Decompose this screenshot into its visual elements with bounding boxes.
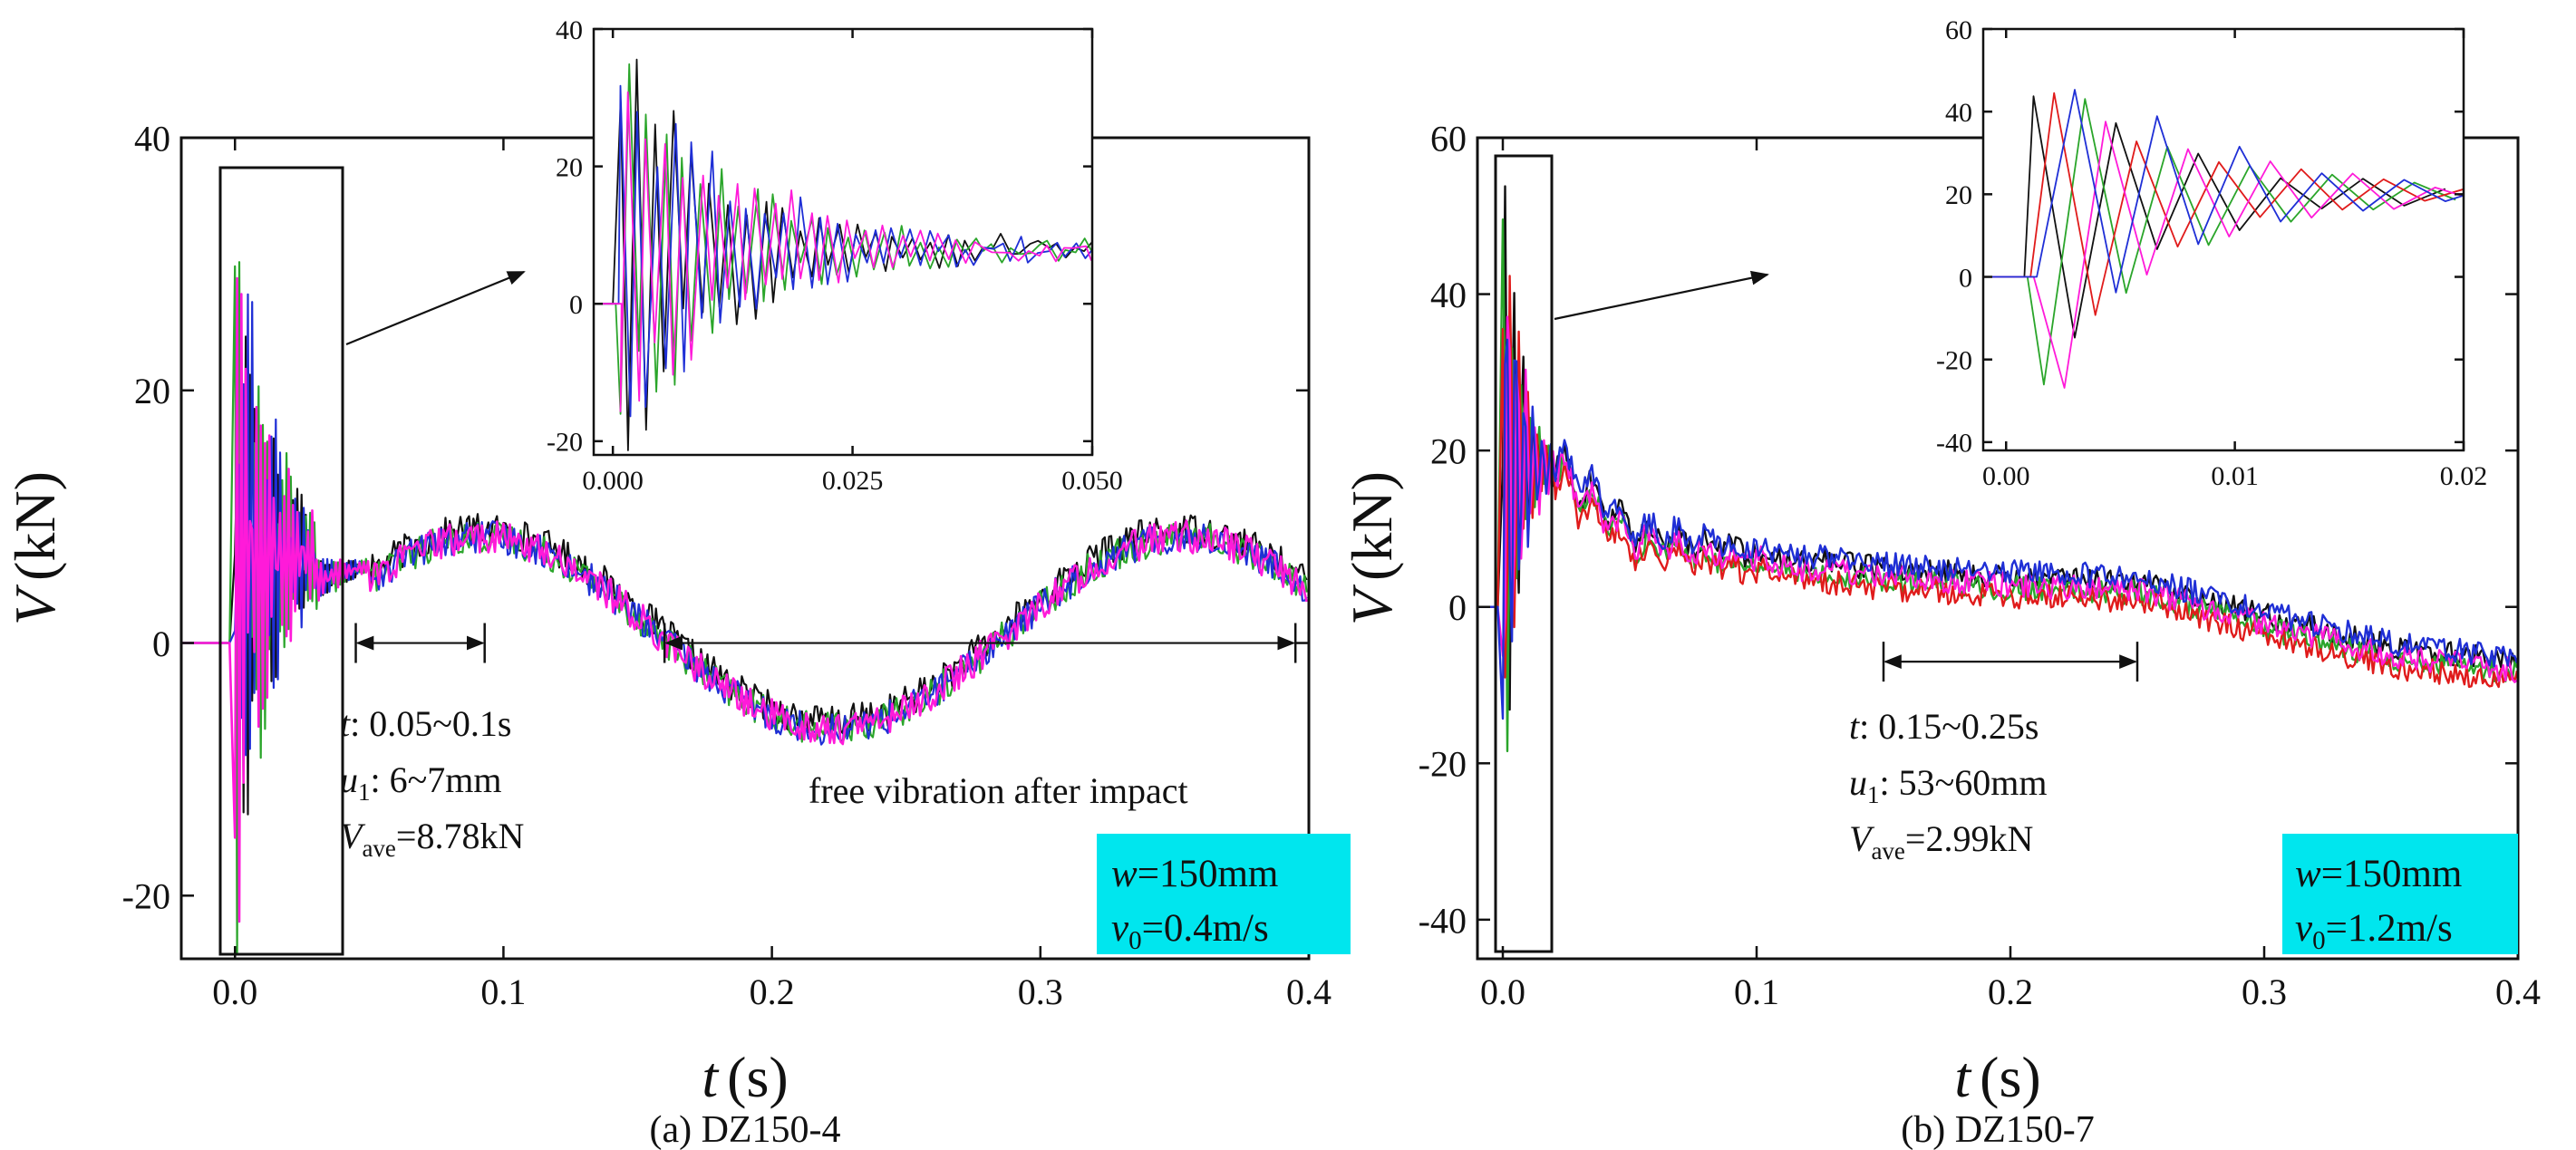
x-tick-label: 0.2 bbox=[750, 971, 795, 1012]
y-tick-label: -40 bbox=[1936, 429, 1972, 459]
panel-b-caption: (b) DZ150-7 bbox=[1901, 1109, 2094, 1150]
panel-b-inset-background bbox=[1983, 29, 2464, 450]
y-tick-label: 0 bbox=[569, 290, 583, 320]
trace-a-2 bbox=[181, 293, 1308, 757]
inset-trace-b-0 bbox=[1983, 95, 2446, 339]
panel-a-caption: (a) DZ150-4 bbox=[649, 1109, 840, 1150]
panel-a-inset-yticks: -20 0 20 40 bbox=[547, 15, 1092, 458]
panel-b-zoom-box bbox=[1494, 154, 1554, 953]
y-tick-label: 60 bbox=[1945, 15, 1972, 45]
panel-a-zoom-arrow bbox=[345, 270, 526, 346]
panel-b-inset-xticks: 0.00 0.01 0.02 bbox=[1982, 29, 2487, 491]
y-tick-label: 0 bbox=[1959, 263, 1972, 293]
panel-b-info-velocity: v0=1.2m/s bbox=[2295, 907, 2453, 955]
panel-b-annotation-average-force: Vave=2.99kN bbox=[1849, 818, 2033, 865]
panel-a-free-vibration-label: free vibration after impact bbox=[809, 770, 1188, 811]
y-tick-label: 40 bbox=[1430, 275, 1467, 315]
y-tick-label: 60 bbox=[1430, 118, 1467, 159]
x-tick-label: 0.4 bbox=[2495, 971, 2541, 1012]
y-tick-label: 20 bbox=[556, 152, 583, 182]
x-tick-label: 0.0 bbox=[212, 971, 257, 1012]
panel-b-bracket-1 bbox=[1882, 642, 2139, 682]
y-tick-label: 20 bbox=[1945, 180, 1972, 210]
panel-b-inset-yticks: -40 -20 0 20 40 60 bbox=[1936, 15, 2464, 459]
panel-a-inset-frame bbox=[592, 27, 1094, 457]
x-tick-label: 0.050 bbox=[1061, 466, 1123, 496]
panel-a-bracket-2 bbox=[663, 623, 1297, 663]
x-tick-label: 0.3 bbox=[1018, 971, 1063, 1012]
panel-b-x-axis-label: t (s) bbox=[1954, 1045, 2040, 1109]
panel-a-yticks: -20 0 20 40 bbox=[122, 118, 1309, 917]
x-tick-label: 0.4 bbox=[1286, 971, 1332, 1012]
panel-b-info-box bbox=[2282, 834, 2518, 954]
panel-b-annotation-displacement: u1: 53~60mm bbox=[1849, 762, 2047, 808]
x-tick-label: 0.025 bbox=[822, 466, 884, 496]
inset-trace-b-1 bbox=[1983, 98, 2456, 386]
y-tick-label: 40 bbox=[556, 15, 583, 45]
panel-a-annotation-average-force: Vave=8.78kN bbox=[340, 816, 524, 862]
x-tick-label: 0.01 bbox=[2211, 461, 2259, 491]
trace-a-3 bbox=[181, 276, 1308, 923]
x-tick-label: 0.0 bbox=[1480, 971, 1525, 1012]
panel-a-inset-xticks: 0.000 0.025 0.050 bbox=[582, 29, 1123, 496]
panel-a-xticks: 0.0 0.1 0.2 0.3 0.4 bbox=[212, 138, 1332, 1012]
y-tick-label: -20 bbox=[122, 876, 170, 917]
inset-trace-a-2 bbox=[594, 84, 1092, 418]
y-tick-label: 0 bbox=[1448, 587, 1467, 628]
panel-a-info-velocity: v0=0.4m/s bbox=[1111, 907, 1269, 955]
y-tick-label: 40 bbox=[1945, 98, 1972, 128]
x-tick-label: 0.2 bbox=[1988, 971, 2033, 1012]
panel-b-xticks: 0.0 0.1 0.2 0.3 0.4 bbox=[1480, 138, 2541, 1012]
inset-trace-a-1 bbox=[594, 63, 1092, 415]
y-tick-label: -20 bbox=[1419, 744, 1467, 785]
y-tick-label: 20 bbox=[1430, 431, 1467, 472]
x-tick-label: 0.000 bbox=[582, 466, 644, 496]
x-tick-label: 0.02 bbox=[2440, 461, 2488, 491]
y-tick-label: -20 bbox=[547, 428, 583, 458]
panel-a-annotation-time: t: 0.05~0.1s bbox=[340, 703, 511, 744]
y-tick-label: 40 bbox=[134, 118, 170, 159]
panel-b-yticks: -40 -20 0 20 40 60 bbox=[1419, 118, 2518, 941]
y-tick-label: -40 bbox=[1419, 900, 1467, 941]
panel-b-inset-traces bbox=[1983, 89, 2464, 389]
panel-a-traces bbox=[181, 261, 1308, 955]
trace-b-4 bbox=[1477, 338, 2519, 720]
panel-a: 0.0 0.1 0.2 0.3 0.4 -20 0 20 40 t: 0.05~0.1s u1… bbox=[3, 15, 1351, 1150]
panel-b-traces bbox=[1477, 185, 2519, 753]
panel-a-info-width: w=150mm bbox=[1111, 853, 1278, 895]
panel-b: 0.0 0.1 0.2 0.3 0.4 -40 -20 0 20 40 60 t: 0.15~0.… bbox=[1340, 15, 2541, 1150]
x-tick-label: 0.1 bbox=[1734, 971, 1779, 1012]
y-tick-label: 20 bbox=[134, 371, 170, 411]
inset-trace-b-3 bbox=[1983, 121, 2464, 389]
inset-trace-b-4 bbox=[1983, 89, 2464, 294]
panel-a-annotation-displacement: u1: 6~7mm bbox=[340, 759, 501, 806]
panel-b-info-width: w=150mm bbox=[2295, 853, 2462, 895]
x-tick-label: 0.3 bbox=[2242, 971, 2287, 1012]
x-tick-label: 0.00 bbox=[1982, 461, 2030, 491]
panel-b-zoom-arrow bbox=[1554, 270, 1769, 321]
panel-a-zoom-box bbox=[218, 166, 344, 956]
panel-a-inset-traces bbox=[594, 58, 1092, 451]
panel-a-info-box bbox=[1097, 834, 1351, 954]
panel-b-y-axis-label: V(kN) bbox=[1340, 471, 1404, 625]
panel-a-y-axis-label: V(kN) bbox=[3, 471, 67, 625]
trace-b-2 bbox=[1477, 275, 2519, 689]
panel-b-inset-frame bbox=[1981, 27, 2465, 452]
y-tick-label: -20 bbox=[1936, 346, 1972, 376]
x-tick-label: 0.1 bbox=[480, 971, 526, 1012]
panel-a-x-axis-label: t (s) bbox=[702, 1045, 788, 1109]
panel-a-bracket-1 bbox=[354, 623, 486, 663]
y-tick-label: 0 bbox=[152, 623, 170, 664]
panel-b-annotation-time: t: 0.15~0.25s bbox=[1849, 706, 2039, 747]
inset-trace-a-3 bbox=[594, 91, 1092, 412]
inset-trace-b-2 bbox=[1983, 92, 2464, 316]
